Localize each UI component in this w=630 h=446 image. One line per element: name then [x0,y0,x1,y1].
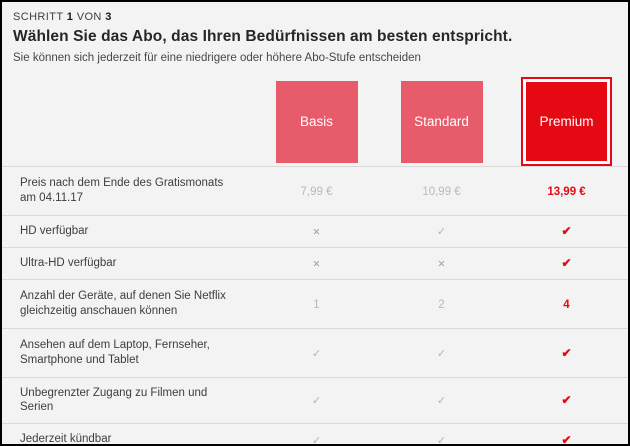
cell-premium: ✔ [504,345,628,361]
check-icon: ✓ [436,395,447,408]
step-total: 3 [105,11,112,23]
table-row: Preis nach dem Ende des Gratismonats am … [2,166,628,215]
value-text: 1 [313,298,320,311]
plan-basis-button[interactable]: Basis [275,80,358,163]
page-title: Wählen Sie das Abo, das Ihren Bedürfniss… [13,28,513,45]
step-current: 1 [66,11,74,23]
row-label: Jederzeit kündbar [20,433,112,446]
check-icon: ✔ [561,345,572,360]
row-label: HD verfügbar [20,224,89,237]
row-label: Preis nach dem Ende des Gratismonats am … [20,177,224,204]
cell-basis: 7,99 € [254,183,379,199]
value-text: 4 [563,298,570,311]
cell-standard: ✓ [379,432,504,446]
value-text: 13,99 € [547,185,586,198]
row-label: Unbegrenzter Zugang zu Filmen und Serien [20,386,208,414]
check-icon: ✓ [311,347,322,360]
header: SCHRITT 1 VON 3 Wählen Sie das Abo, das … [2,2,628,64]
cell-premium: 4 [504,296,628,312]
table-row: Jederzeit kündbar ✓ ✓ ✔ [2,423,628,446]
check-icon: ✓ [436,226,447,239]
cell-standard: ✓ [379,392,504,408]
cell-premium: ✔ [504,255,628,271]
plan-premium-button[interactable]: Premium [521,77,612,166]
plan-column-premium: Premium [504,77,628,166]
cell-standard: 2 [379,296,504,312]
cell-standard: ✓ [379,223,504,239]
row-label: Ultra-HD verfügbar [20,256,117,269]
row-label: Ansehen auf dem Laptop, Fernseher, Smart… [20,338,210,366]
cell-basis: ✕ [254,255,379,271]
cell-premium: ✔ [504,432,628,446]
step-indicator: SCHRITT 1 VON 3 [13,11,616,23]
table-row: Anzahl der Geräte, auf denen Sie Netflix… [2,278,628,328]
check-icon: ✓ [436,347,447,360]
plan-column-standard: Standard [379,80,504,163]
cell-premium: ✔ [504,223,628,239]
table-row: Unbegrenzter Zugang zu Filmen und Serien… [2,376,628,424]
table-row: Ultra-HD verfügbar ✕ ✕ ✔ [2,246,628,279]
check-icon: ✔ [561,224,572,239]
table-row: Ansehen auf dem Laptop, Fernseher, Smart… [2,327,628,377]
cross-icon: ✕ [312,227,321,239]
step-prefix: SCHRITT [13,11,64,23]
check-icon: ✓ [311,395,322,408]
check-icon: ✔ [561,256,572,271]
plan-header-row: Basis Standard Premium [2,77,628,166]
plan-standard-button[interactable]: Standard [400,80,483,163]
cell-premium: ✔ [504,392,628,408]
row-label: Anzahl der Geräte, auf denen Sie Netflix… [20,289,226,317]
check-icon: ✓ [311,434,322,446]
cell-standard: 10,99 € [379,183,504,199]
cross-icon: ✕ [312,259,321,271]
check-icon: ✔ [561,393,572,408]
plan-column-basis: Basis [254,80,379,163]
check-icon: ✔ [561,432,572,446]
comparison-table: Preis nach dem Ende des Gratismonats am … [2,166,628,446]
cross-icon: ✕ [437,259,446,271]
cell-basis: ✕ [254,223,379,239]
table-row: HD verfügbar ✕ ✓ ✔ [2,214,628,247]
check-icon: ✓ [436,434,447,446]
value-text: 2 [438,298,445,311]
step-separator: VON [76,11,102,23]
cell-standard: ✓ [379,345,504,361]
cell-premium: 13,99 € [504,183,628,199]
cell-basis: ✓ [254,392,379,408]
cell-basis: ✓ [254,432,379,446]
cell-standard: ✕ [379,255,504,271]
value-text: 7,99 € [300,185,333,198]
cell-basis: 1 [254,296,379,312]
page-subtitle: Sie können sich jederzeit für eine niedr… [13,52,421,64]
value-text: 10,99 € [422,185,461,198]
cell-basis: ✓ [254,345,379,361]
